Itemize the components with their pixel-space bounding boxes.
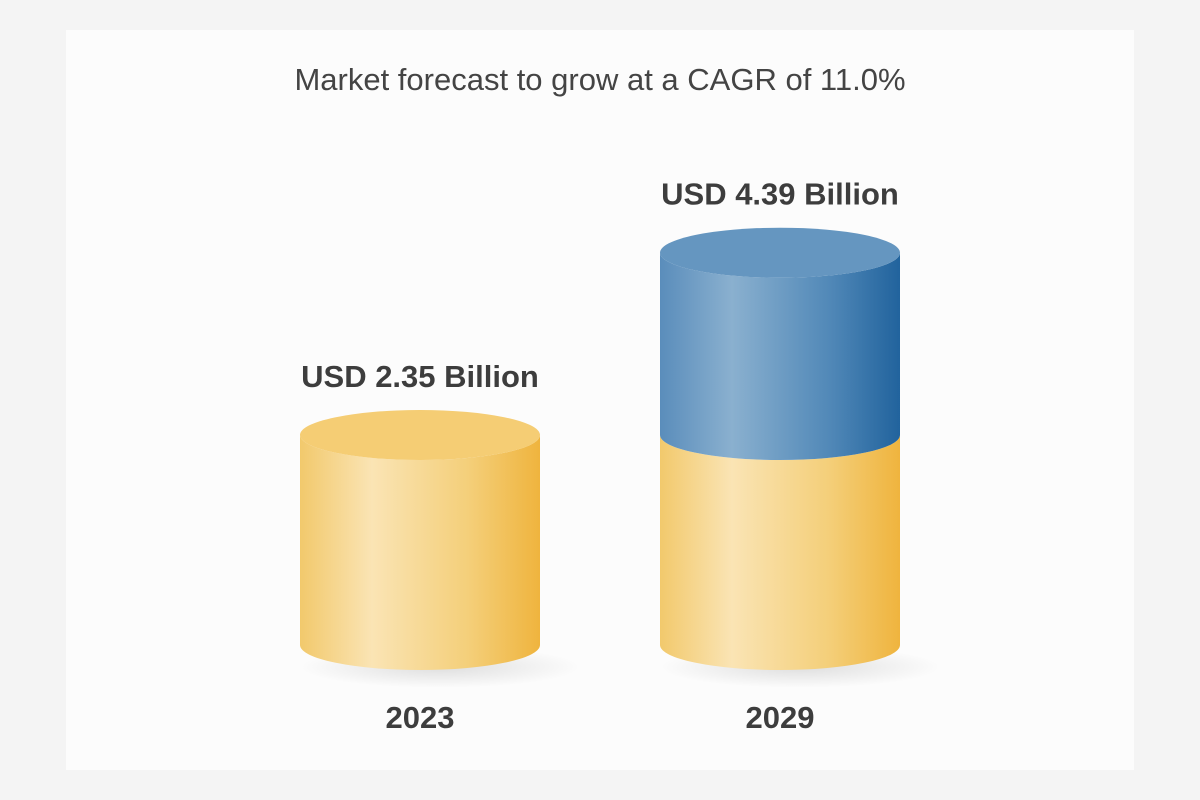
category-label: 2023 <box>386 700 455 735</box>
chart-panel <box>66 30 1134 770</box>
chart-title: Market forecast to grow at a CAGR of 11.… <box>294 62 906 97</box>
cylinder-top-growth <box>660 227 900 278</box>
data-label: USD 2.35 Billion <box>301 359 539 394</box>
category-label: 2029 <box>746 700 815 735</box>
data-label: USD 4.39 Billion <box>661 177 899 212</box>
cylinder-top-base <box>300 410 540 460</box>
cylinder-body-growth <box>660 252 901 460</box>
cylinder-body-base <box>300 435 540 670</box>
cylinder-body-base <box>660 435 900 670</box>
